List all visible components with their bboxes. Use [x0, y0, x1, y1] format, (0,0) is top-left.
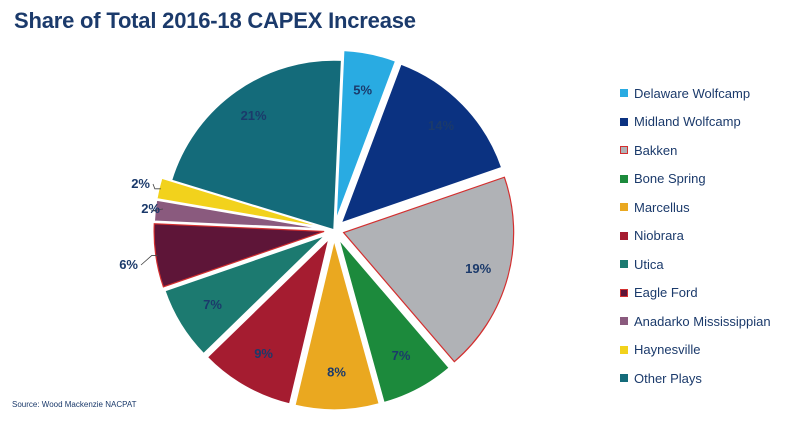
leader-line — [150, 208, 164, 212]
slice-label: 9% — [254, 346, 273, 361]
slice-label: 7% — [392, 348, 411, 363]
legend-item: Anadarko Mississippian — [620, 307, 798, 336]
leader-line — [140, 255, 158, 266]
legend-item: Bakken — [620, 136, 798, 165]
legend-swatch — [620, 374, 628, 383]
slice-label: 7% — [203, 297, 222, 312]
pie-slice-utica — [163, 234, 327, 355]
pie-slice-other-plays — [170, 59, 343, 231]
legend-item: Delaware Wolfcamp — [620, 79, 798, 108]
pie-slice-bakken — [342, 176, 515, 363]
legend-label: Niobrara — [634, 228, 684, 244]
pie-slice-haynesville — [155, 177, 325, 229]
legend-label: Other Plays — [634, 370, 702, 386]
legend-label: Marcellus — [634, 199, 690, 215]
slice-label: 2% — [141, 201, 160, 216]
pie-slice-midland-wolfcamp — [339, 62, 503, 225]
legend-label: Delaware Wolfcamp — [634, 85, 751, 101]
chart-legend: Delaware Wolfcamp Midland Wolfcamp Bakken B… — [620, 79, 798, 393]
legend-item: Utica — [620, 250, 798, 279]
slice-label: 19% — [465, 261, 491, 276]
legend-item: Haynesville — [620, 336, 798, 365]
legend-swatch — [620, 174, 628, 183]
legend-item: Other Plays — [620, 364, 798, 393]
legend-item: Eagle Ford — [620, 279, 798, 308]
slice-label: 6% — [119, 257, 138, 272]
chart-title: Share of Total 2016-18 CAPEX Increase — [14, 8, 416, 33]
legend-label: Bakken — [634, 142, 678, 158]
pie-slice-bone-spring — [337, 238, 451, 404]
slice-label: 2% — [131, 176, 150, 191]
slice-label: 5% — [353, 82, 372, 97]
pie-slice-delaware-wolfcamp — [335, 49, 397, 221]
legend-item: Niobrara — [620, 222, 798, 251]
legend-swatch — [620, 89, 628, 98]
legend-item: Bone Spring — [620, 165, 798, 194]
legend-swatch — [620, 288, 628, 297]
legend-label: Anadarko Mississippian — [634, 313, 771, 329]
legend-label: Haynesville — [634, 342, 701, 358]
slice-label: 14% — [428, 118, 454, 133]
legend-label: Eagle Ford — [634, 285, 698, 301]
legend-swatch — [620, 117, 628, 126]
legend-swatch — [620, 231, 628, 240]
legend-swatch — [620, 345, 628, 354]
legend-item: Midland Wolfcamp — [620, 108, 798, 137]
slice-label: 21% — [241, 108, 267, 123]
legend-label: Utica — [634, 256, 664, 272]
legend-swatch — [620, 317, 628, 326]
legend-swatch — [620, 203, 628, 212]
slice-label: 8% — [327, 365, 346, 380]
legend-swatch — [620, 146, 628, 155]
legend-swatch — [620, 260, 628, 269]
leader-line — [152, 183, 161, 190]
pie-slice-marcellus — [293, 239, 381, 411]
pie-slice-niobrara — [206, 236, 331, 405]
legend-item: Marcellus — [620, 193, 798, 222]
source-note: Source: Wood Mackenzie NACPAT — [12, 400, 137, 409]
legend-label: Midland Wolfcamp — [634, 114, 741, 130]
legend-label: Bone Spring — [634, 171, 706, 187]
